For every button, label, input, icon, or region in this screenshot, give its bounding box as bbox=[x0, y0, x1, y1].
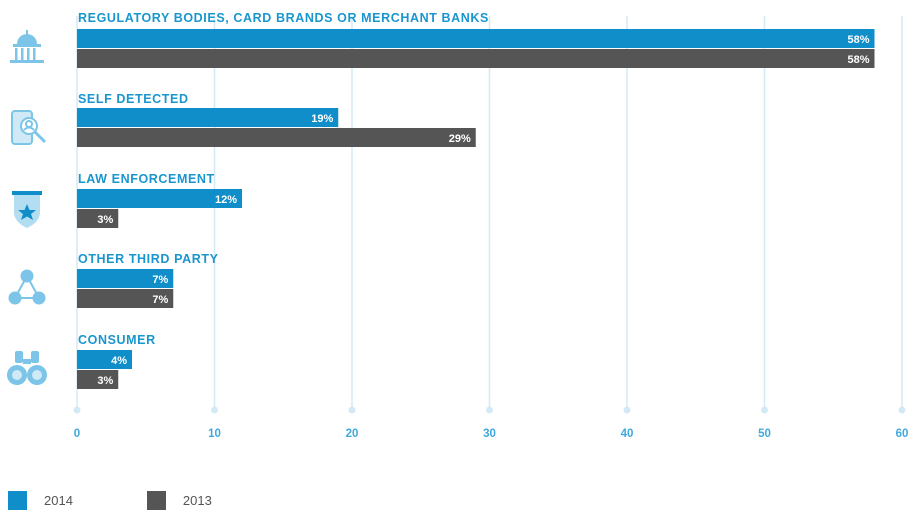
bar-2013 bbox=[77, 209, 119, 228]
gridline-end-dot bbox=[486, 406, 493, 414]
category-label: REGULATORY BODIES, CARD BRANDS OR MERCHA… bbox=[78, 11, 489, 25]
legend-label-2014: 2014 bbox=[44, 493, 73, 508]
bar-2014 bbox=[77, 108, 339, 127]
x-tick-label: 10 bbox=[208, 428, 221, 440]
x-tick-label: 30 bbox=[483, 428, 496, 440]
legend-item-2014: 2014 bbox=[8, 491, 73, 510]
bar-value-label: 4% bbox=[111, 355, 127, 367]
x-tick-label: 50 bbox=[758, 428, 771, 440]
bar-2013 bbox=[77, 289, 174, 308]
bar-value-label: 19% bbox=[311, 113, 333, 125]
bar-value-label: 12% bbox=[215, 194, 237, 206]
bar-2014 bbox=[77, 269, 174, 288]
gridline-end-dot bbox=[73, 406, 81, 414]
category-icons bbox=[7, 30, 47, 385]
government-building-icon bbox=[10, 30, 44, 63]
category-label: SELF DETECTED bbox=[78, 92, 189, 106]
legend-item-2013: 2013 bbox=[146, 491, 212, 510]
bar-value-label: 3% bbox=[97, 375, 113, 387]
x-axis-ticks: 0 10 20 30 40 50 60 bbox=[74, 428, 909, 440]
binoculars-icon bbox=[7, 351, 47, 385]
gridline-end-dot bbox=[623, 406, 631, 414]
mobile-search-icon bbox=[11, 110, 47, 145]
legend-swatch-2013 bbox=[146, 491, 166, 510]
legend-swatch-2014 bbox=[8, 491, 27, 510]
bars: 58% 58% 19% 29% 12% 3% 7% 7% 4% 3% bbox=[77, 29, 875, 389]
gridline-end-dot bbox=[211, 406, 218, 414]
gridlines bbox=[73, 16, 906, 414]
legend: 2014 2013 bbox=[8, 491, 286, 510]
bar-2014 bbox=[77, 189, 242, 208]
category-label: OTHER THIRD PARTY bbox=[78, 252, 219, 266]
police-badge-icon bbox=[12, 191, 42, 228]
gridline-end-dot bbox=[348, 406, 356, 414]
category-labels: REGULATORY BODIES, CARD BRANDS OR MERCHA… bbox=[78, 11, 489, 347]
legend-label-2013: 2013 bbox=[182, 493, 212, 508]
category-label: LAW ENFORCEMENT bbox=[78, 172, 215, 186]
gridline-end-dot bbox=[898, 406, 906, 414]
bar-2014 bbox=[77, 29, 875, 48]
gridline-end-dot bbox=[761, 406, 768, 414]
category-label: CONSUMER bbox=[78, 333, 156, 347]
bar-value-label: 58% bbox=[847, 54, 869, 66]
x-tick-label: 60 bbox=[896, 428, 909, 440]
bar-value-label: 3% bbox=[97, 214, 113, 226]
bar-value-label: 7% bbox=[152, 294, 168, 306]
bar-2013 bbox=[77, 370, 119, 389]
bar-2013 bbox=[77, 49, 875, 68]
bar-value-label: 29% bbox=[449, 133, 471, 145]
bar-value-label: 58% bbox=[847, 34, 869, 46]
bar-2013 bbox=[77, 128, 476, 147]
bar-value-label: 7% bbox=[152, 274, 168, 286]
x-tick-label: 20 bbox=[346, 428, 359, 440]
chart: 58% 58% 19% 29% 12% 3% 7% 7% 4% 3% REGULATORY BOD… bbox=[7, 11, 909, 440]
bar-2014 bbox=[77, 350, 132, 369]
x-tick-label: 40 bbox=[621, 428, 634, 440]
network-icon bbox=[8, 269, 46, 305]
x-tick-label: 0 bbox=[74, 428, 80, 440]
